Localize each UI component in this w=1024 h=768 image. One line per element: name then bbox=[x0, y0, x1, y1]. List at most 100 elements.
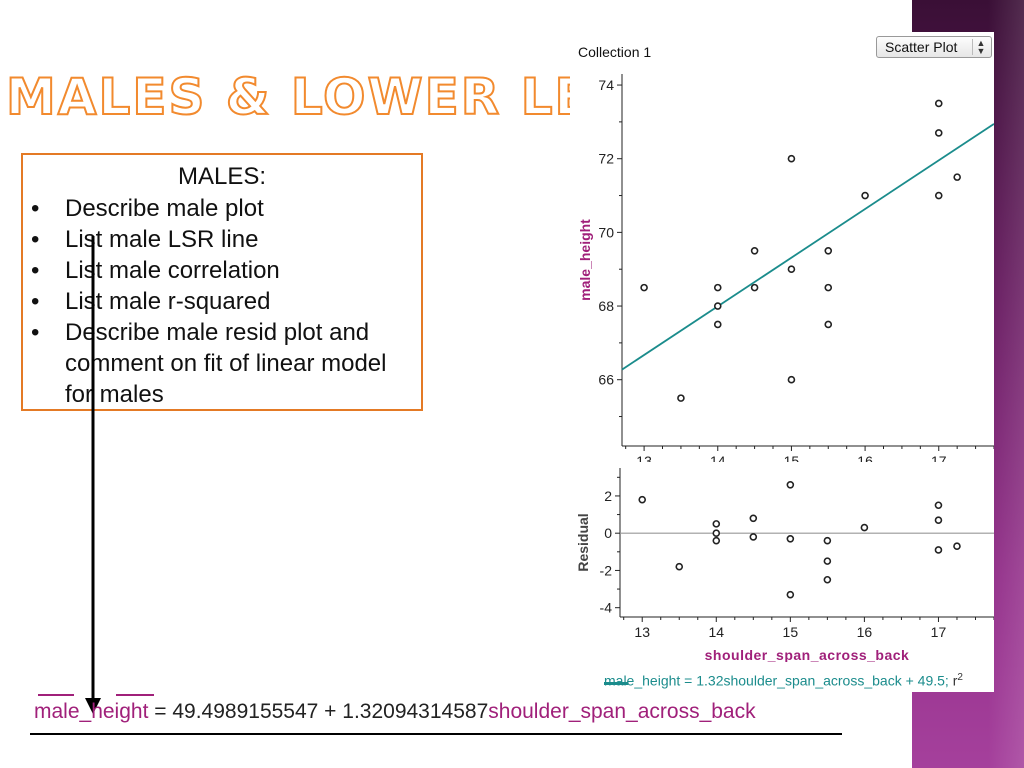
y-tick-label: 72 bbox=[598, 151, 614, 167]
equation-mark bbox=[116, 694, 154, 696]
y-axis-label: Residual bbox=[575, 513, 591, 571]
data-point bbox=[750, 246, 759, 255]
equation-underline bbox=[30, 733, 842, 735]
scatter-plot: 66687072741314151617shoulder_span_across… bbox=[577, 74, 994, 462]
equation-mark bbox=[38, 694, 74, 696]
y-tick-label: -2 bbox=[600, 562, 613, 578]
task-text: List male LSR line bbox=[65, 226, 259, 253]
x-tick-label: 14 bbox=[708, 624, 724, 640]
fit-line bbox=[621, 123, 994, 371]
y-tick-label: 68 bbox=[598, 298, 614, 314]
x-tick-label: 17 bbox=[931, 624, 947, 640]
x-tick-label: 15 bbox=[783, 624, 799, 640]
task-text: Describe male resid plot and comment on … bbox=[65, 319, 387, 408]
plot-type-label: Scatter Plot bbox=[885, 39, 958, 55]
x-tick-label: 15 bbox=[784, 453, 800, 462]
task-item: • List male correlation bbox=[31, 255, 415, 286]
y-axis-label: male_height bbox=[577, 219, 593, 301]
data-point bbox=[953, 173, 961, 181]
data-point bbox=[934, 129, 943, 137]
x-tick-label: 16 bbox=[857, 453, 873, 462]
y-tick-label: 74 bbox=[598, 77, 614, 93]
data-point bbox=[677, 394, 685, 402]
x-tick-label: 13 bbox=[634, 624, 650, 640]
fit-line-legend-swatch bbox=[604, 682, 628, 685]
data-point bbox=[749, 514, 758, 523]
data-point bbox=[934, 516, 943, 524]
data-point bbox=[787, 375, 796, 384]
task-item: • List male LSR line bbox=[31, 224, 415, 255]
data-point bbox=[934, 546, 943, 554]
data-point bbox=[787, 265, 796, 274]
data-point bbox=[712, 536, 721, 545]
bullet-icon: • bbox=[31, 226, 40, 253]
data-point bbox=[713, 283, 722, 292]
y-tick-label: 70 bbox=[598, 224, 614, 240]
data-point bbox=[934, 99, 943, 108]
collection-label: Collection 1 bbox=[578, 44, 652, 60]
y-tick-label: 2 bbox=[604, 488, 612, 504]
y-tick-label: 0 bbox=[604, 525, 612, 541]
x-tick-label: 16 bbox=[857, 624, 873, 640]
data-point bbox=[750, 283, 759, 292]
data-point bbox=[712, 520, 721, 528]
data-point bbox=[786, 590, 795, 599]
data-point bbox=[786, 480, 795, 489]
slide-title: Males & Lower Leg bbox=[5, 67, 634, 127]
fathom-window: Collection 1 Scatter Plot ▲ ▼ 66 68 70 72 74 1… bbox=[570, 32, 994, 692]
bullet-icon: • bbox=[31, 288, 40, 315]
bullet-icon: • bbox=[31, 257, 40, 284]
data-point bbox=[786, 534, 795, 543]
equation-coefficients: = 49.4989155547 + 1.32094314587 bbox=[148, 700, 489, 723]
box-heading: MALES: bbox=[177, 163, 267, 190]
regression-equation: male_height = 49.4989155547 + 1.32094314… bbox=[34, 700, 756, 734]
data-point bbox=[712, 529, 721, 537]
bullet-icon: • bbox=[31, 195, 40, 222]
data-point bbox=[675, 562, 684, 571]
residual-plot: -4 -2 0 2 13 14 15 16 17 shoulder_span_across_bac… bbox=[575, 468, 994, 662]
equation-predictor: shoulder_span_across_back bbox=[488, 700, 756, 723]
updown-arrows-icon: ▲ ▼ bbox=[972, 39, 989, 56]
data-point bbox=[823, 575, 832, 584]
data-point bbox=[953, 542, 961, 551]
data-point bbox=[823, 557, 832, 565]
task-item: • Describe male plot bbox=[31, 193, 415, 224]
data-point bbox=[713, 302, 722, 310]
task-text: List male r-squared bbox=[65, 288, 271, 315]
data-point bbox=[638, 495, 647, 504]
y-tick-label: 66 bbox=[598, 372, 614, 388]
arrow-head-icon bbox=[85, 698, 101, 714]
data-point bbox=[824, 283, 833, 292]
task-text: List male correlation bbox=[65, 257, 280, 284]
data-point bbox=[713, 320, 722, 329]
legend-equation: male_height = 1.32shoulder_span_across_b… bbox=[604, 672, 949, 689]
task-list: • Describe male plot • List male LSR line … bbox=[31, 193, 415, 410]
task-item: • List male r-squared bbox=[31, 286, 415, 317]
bullet-icon: • bbox=[31, 319, 40, 346]
x-axis-label: shoulder_span_across_back bbox=[705, 647, 910, 662]
data-point bbox=[824, 246, 833, 255]
data-point bbox=[861, 191, 869, 200]
task-text: Describe male plot bbox=[65, 195, 264, 222]
fit-line-legend: male_height = 1.32shoulder_span_across_b… bbox=[604, 672, 963, 689]
x-tick-label: 13 bbox=[636, 453, 652, 462]
y-tick-label: -4 bbox=[600, 600, 613, 616]
data-point bbox=[787, 154, 796, 163]
legend-r: r bbox=[952, 672, 958, 689]
data-point bbox=[640, 283, 648, 292]
data-point bbox=[824, 320, 833, 329]
side-bar-highlight bbox=[988, 0, 1024, 768]
task-item: • Describe male resid plot and comment on… bbox=[31, 317, 415, 410]
data-point bbox=[934, 501, 943, 510]
x-tick-label: 14 bbox=[710, 453, 726, 462]
equation-response: male_height bbox=[34, 700, 149, 723]
data-point bbox=[823, 536, 832, 545]
data-point bbox=[749, 533, 758, 541]
data-point bbox=[860, 523, 869, 532]
males-task-box: MALES: • Describe male plot • List male LS… bbox=[21, 153, 423, 411]
x-tick-label: 17 bbox=[931, 453, 947, 462]
legend-r-sup: 2 bbox=[957, 672, 963, 683]
data-point bbox=[934, 191, 943, 200]
plot-type-select[interactable]: Scatter Plot ▲ ▼ bbox=[876, 36, 992, 58]
